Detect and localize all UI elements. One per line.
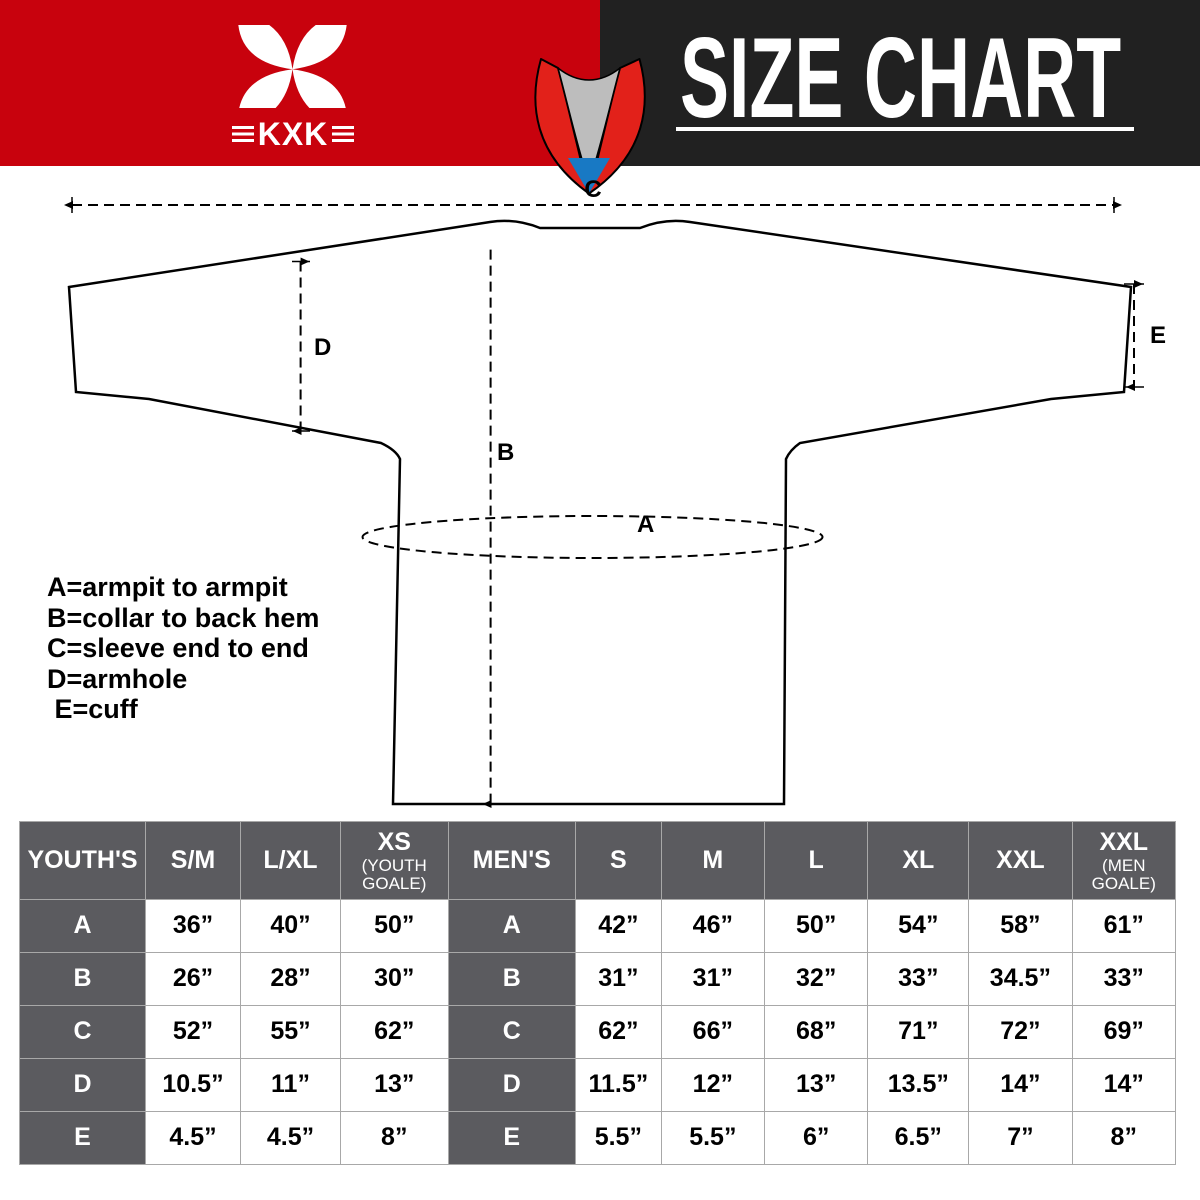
svg-text:B: B	[497, 439, 514, 466]
svg-text:E: E	[1150, 322, 1166, 349]
svg-text:D: D	[314, 334, 331, 361]
svg-text:A: A	[637, 511, 654, 538]
svg-text:C: C	[584, 176, 601, 203]
